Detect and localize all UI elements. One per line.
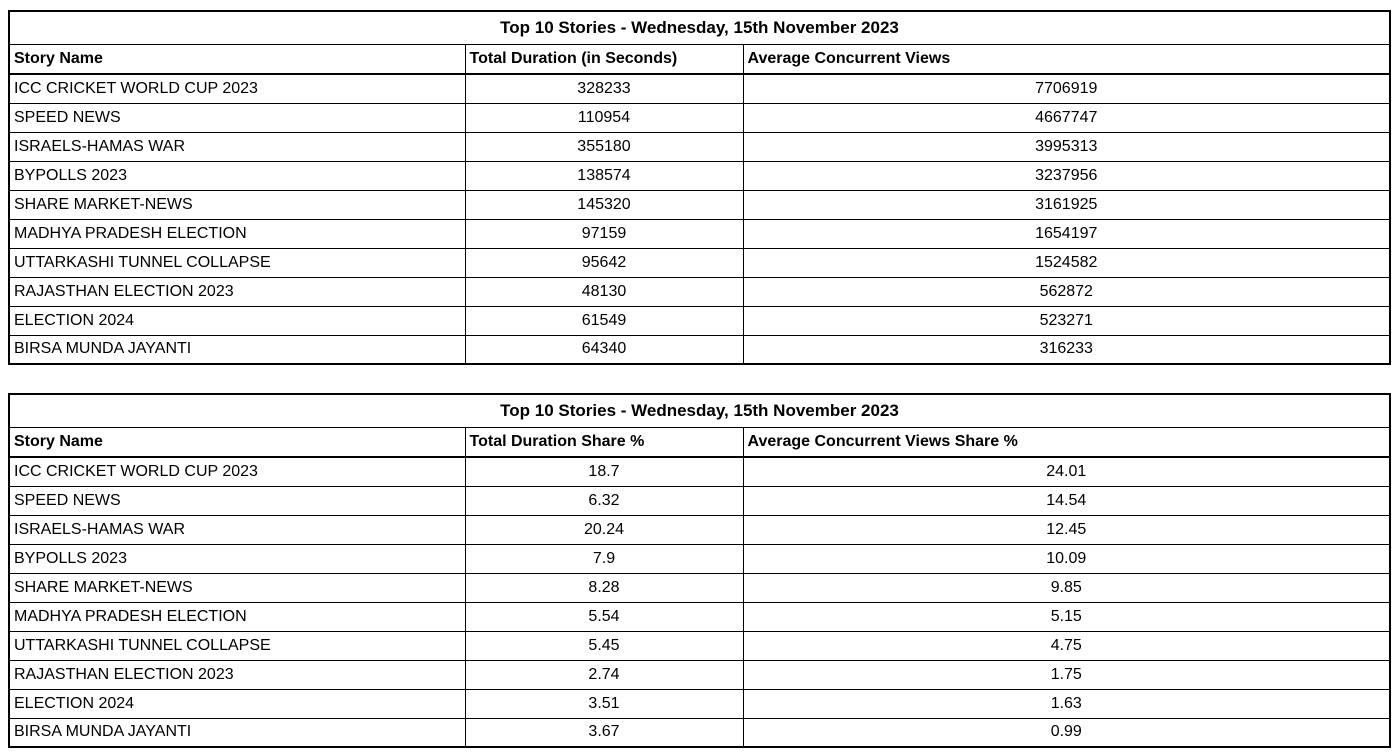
value-cell: 5.54 — [464, 601, 744, 632]
value-cell: 6.32 — [464, 485, 744, 516]
table-row: RAJASTHAN ELECTION 2023 48130 562872 — [8, 276, 1391, 307]
value-cell: 12.45 — [742, 514, 1391, 545]
table-row: MADHYA PRADESH ELECTION 97159 1654197 — [8, 218, 1391, 249]
table-row: ICC CRICKET WORLD CUP 2023 328233 7706919 — [8, 73, 1391, 104]
story-name-cell: BIRSA MUNDA JAYANTI — [8, 717, 466, 748]
story-name-cell: UTTARKASHI TUNNEL COLLAPSE — [8, 630, 466, 661]
value-cell: 328233 — [464, 73, 744, 104]
value-cell: 8.28 — [464, 572, 744, 603]
value-cell: 1524582 — [742, 247, 1391, 278]
value-cell: 7706919 — [742, 73, 1391, 104]
column-header-story-name: Story Name — [8, 426, 466, 458]
table-row: BIRSA MUNDA JAYANTI 64340 316233 — [8, 334, 1391, 365]
table-header-row: Story Name Total Duration Share % Averag… — [8, 426, 1391, 458]
table-row: UTTARKASHI TUNNEL COLLAPSE 5.45 4.75 — [8, 630, 1391, 661]
value-cell: 61549 — [464, 305, 744, 336]
column-header-avg-concurrent-views: Average Concurrent Views — [742, 43, 1391, 75]
table-row: SPEED NEWS 6.32 14.54 — [8, 485, 1391, 516]
value-cell: 1.75 — [742, 659, 1391, 690]
table-body: ICC CRICKET WORLD CUP 2023 18.7 24.01 SPEED… — [8, 456, 1391, 748]
value-cell: 1.63 — [742, 688, 1391, 719]
value-cell: 24.01 — [742, 456, 1391, 487]
table-row: MADHYA PRADESH ELECTION 5.54 5.15 — [8, 601, 1391, 632]
top-stories-share-table: Top 10 Stories - Wednesday, 15th Novembe… — [8, 393, 1392, 748]
value-cell: 5.15 — [742, 601, 1391, 632]
table-row: SPEED NEWS 110954 4667747 — [8, 102, 1391, 133]
value-cell: 3995313 — [742, 131, 1391, 162]
value-cell: 138574 — [464, 160, 744, 191]
table-row: SHARE MARKET-NEWS 145320 3161925 — [8, 189, 1391, 220]
value-cell: 110954 — [464, 102, 744, 133]
value-cell: 1654197 — [742, 218, 1391, 249]
table-row: ISRAELS-HAMAS WAR 20.24 12.45 — [8, 514, 1391, 545]
column-header-duration-share: Total Duration Share % — [464, 426, 744, 458]
table-row: ICC CRICKET WORLD CUP 2023 18.7 24.01 — [8, 456, 1391, 487]
story-name-cell: BYPOLLS 2023 — [8, 543, 466, 574]
column-header-story-name: Story Name — [8, 43, 466, 75]
story-name-cell: SPEED NEWS — [8, 485, 466, 516]
story-name-cell: MADHYA PRADESH ELECTION — [8, 218, 466, 249]
table-row: BYPOLLS 2023 138574 3237956 — [8, 160, 1391, 191]
story-name-cell: UTTARKASHI TUNNEL COLLAPSE — [8, 247, 466, 278]
value-cell: 64340 — [464, 334, 744, 365]
table-row: ELECTION 2024 3.51 1.63 — [8, 688, 1391, 719]
top-stories-absolute-table: Top 10 Stories - Wednesday, 15th Novembe… — [8, 10, 1392, 365]
value-cell: 316233 — [742, 334, 1391, 365]
story-name-cell: ICC CRICKET WORLD CUP 2023 — [8, 456, 466, 487]
value-cell: 562872 — [742, 276, 1391, 307]
story-name-cell: BIRSA MUNDA JAYANTI — [8, 334, 466, 365]
value-cell: 3.51 — [464, 688, 744, 719]
table-row: BYPOLLS 2023 7.9 10.09 — [8, 543, 1391, 574]
story-name-cell: BYPOLLS 2023 — [8, 160, 466, 191]
story-name-cell: RAJASTHAN ELECTION 2023 — [8, 276, 466, 307]
value-cell: 18.7 — [464, 456, 744, 487]
value-cell: 20.24 — [464, 514, 744, 545]
value-cell: 97159 — [464, 218, 744, 249]
story-name-cell: ISRAELS-HAMAS WAR — [8, 131, 466, 162]
value-cell: 355180 — [464, 131, 744, 162]
story-name-cell: RAJASTHAN ELECTION 2023 — [8, 659, 466, 690]
table-title: Top 10 Stories - Wednesday, 15th Novembe… — [8, 393, 1391, 428]
table-body: ICC CRICKET WORLD CUP 2023 328233 7706919 S… — [8, 73, 1391, 365]
value-cell: 523271 — [742, 305, 1391, 336]
value-cell: 4667747 — [742, 102, 1391, 133]
value-cell: 4.75 — [742, 630, 1391, 661]
value-cell: 14.54 — [742, 485, 1391, 516]
value-cell: 3161925 — [742, 189, 1391, 220]
table-row: BIRSA MUNDA JAYANTI 3.67 0.99 — [8, 717, 1391, 748]
value-cell: 9.85 — [742, 572, 1391, 603]
story-name-cell: ISRAELS-HAMAS WAR — [8, 514, 466, 545]
table-row: RAJASTHAN ELECTION 2023 2.74 1.75 — [8, 659, 1391, 690]
value-cell: 0.99 — [742, 717, 1391, 748]
table-row: ELECTION 2024 61549 523271 — [8, 305, 1391, 336]
value-cell: 2.74 — [464, 659, 744, 690]
value-cell: 7.9 — [464, 543, 744, 574]
column-header-total-duration: Total Duration (in Seconds) — [464, 43, 744, 75]
value-cell: 95642 — [464, 247, 744, 278]
table-row: SHARE MARKET-NEWS 8.28 9.85 — [8, 572, 1391, 603]
story-name-cell: SPEED NEWS — [8, 102, 466, 133]
story-name-cell: SHARE MARKET-NEWS — [8, 189, 466, 220]
value-cell: 3.67 — [464, 717, 744, 748]
value-cell: 145320 — [464, 189, 744, 220]
story-name-cell: MADHYA PRADESH ELECTION — [8, 601, 466, 632]
value-cell: 5.45 — [464, 630, 744, 661]
table-row: UTTARKASHI TUNNEL COLLAPSE 95642 1524582 — [8, 247, 1391, 278]
value-cell: 3237956 — [742, 160, 1391, 191]
column-header-views-share: Average Concurrent Views Share % — [742, 426, 1391, 458]
story-name-cell: SHARE MARKET-NEWS — [8, 572, 466, 603]
value-cell: 10.09 — [742, 543, 1391, 574]
story-name-cell: ELECTION 2024 — [8, 305, 466, 336]
table-row: ISRAELS-HAMAS WAR 355180 3995313 — [8, 131, 1391, 162]
value-cell: 48130 — [464, 276, 744, 307]
table-header-row: Story Name Total Duration (in Seconds) A… — [8, 43, 1391, 75]
table-title: Top 10 Stories - Wednesday, 15th Novembe… — [8, 10, 1391, 45]
table-title-row: Top 10 Stories - Wednesday, 15th Novembe… — [8, 393, 1391, 428]
story-name-cell: ICC CRICKET WORLD CUP 2023 — [8, 73, 466, 104]
table-title-row: Top 10 Stories - Wednesday, 15th Novembe… — [8, 10, 1391, 45]
story-name-cell: ELECTION 2024 — [8, 688, 466, 719]
